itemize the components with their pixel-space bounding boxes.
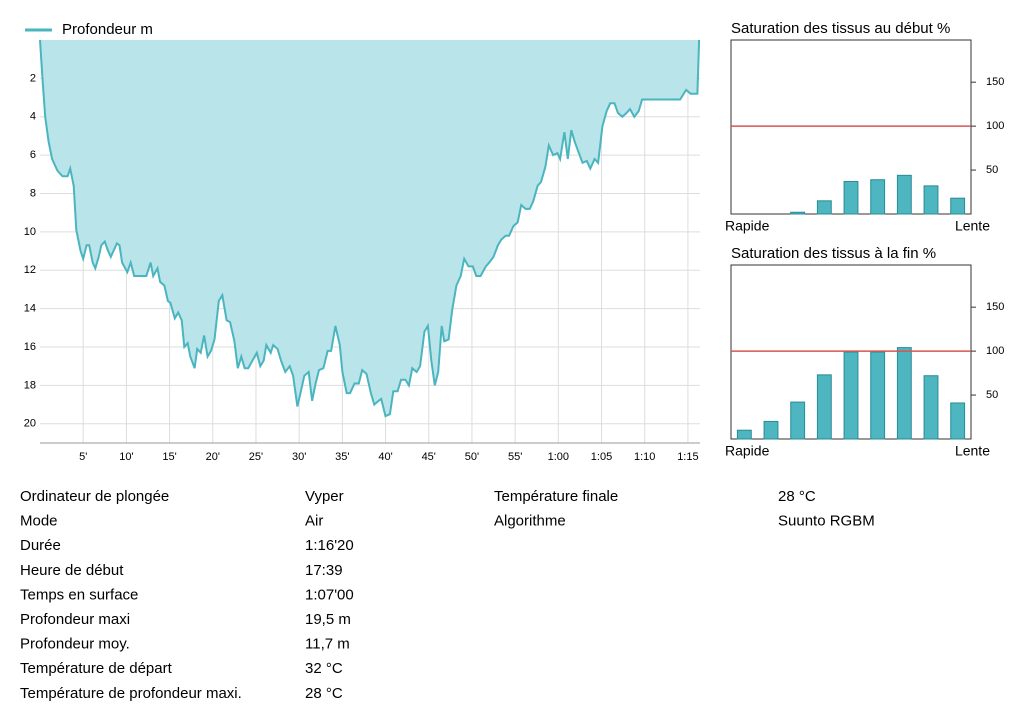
bar <box>763 420 779 440</box>
detail-label: Profondeur maxi <box>20 611 130 628</box>
detail-label: Heure de début <box>20 562 124 579</box>
y-tick-label: 10 <box>24 226 36 238</box>
detail-value: 1:07'00 <box>305 586 354 603</box>
detail-label: Algorithme <box>494 513 566 530</box>
bar <box>816 200 832 215</box>
bar <box>923 185 939 215</box>
y-tick-label: 150 <box>986 76 1004 88</box>
x-tick-label: 30' <box>292 451 306 463</box>
detail-label: Température finale <box>494 488 618 505</box>
x-start-label: Rapide <box>725 443 770 459</box>
bar <box>736 429 752 440</box>
y-tick-label: 16 <box>24 341 36 353</box>
detail-label: Mode <box>20 513 58 530</box>
detail-value: 28 °C <box>778 488 816 505</box>
detail-value: Vyper <box>305 488 344 505</box>
x-tick-label: 1:00 <box>548 451 569 463</box>
y-tick-label: 100 <box>986 345 1004 357</box>
y-tick-label: 20 <box>24 418 36 430</box>
bar <box>923 375 939 440</box>
detail-value: Air <box>305 513 323 530</box>
detail-value: Suunto RGBM <box>778 513 875 530</box>
x-end-label: Lente <box>955 218 990 234</box>
x-end-label: Lente <box>955 443 990 459</box>
x-start-label: Rapide <box>725 218 770 234</box>
y-tick-label: 50 <box>986 389 998 401</box>
detail-label: Profondeur moy. <box>20 636 130 653</box>
y-tick-label: 12 <box>24 264 36 276</box>
bar <box>870 351 886 440</box>
bar <box>816 374 832 440</box>
bar <box>896 347 912 440</box>
y-tick-label: 18 <box>24 379 36 391</box>
detail-label: Temps en surface <box>20 586 138 603</box>
x-tick-label: 35' <box>335 451 349 463</box>
x-tick-label: 15' <box>162 451 176 463</box>
chart-title: Saturation des tissus au début % <box>731 20 950 37</box>
y-tick-label: 4 <box>30 111 36 123</box>
x-tick-label: 1:05 <box>591 451 612 463</box>
bar <box>950 402 966 440</box>
bar <box>896 174 912 215</box>
bar <box>790 211 806 215</box>
x-tick-label: 50' <box>465 451 479 463</box>
detail-label: Température de départ <box>20 660 173 677</box>
bar <box>870 179 886 215</box>
detail-value: 19,5 m <box>305 611 351 628</box>
depth-area <box>40 40 700 417</box>
y-tick-label: 2 <box>30 72 36 84</box>
legend-label: Profondeur m <box>62 21 153 38</box>
bar <box>790 401 806 440</box>
detail-value: 32 °C <box>305 660 343 677</box>
y-tick-label: 100 <box>986 120 1004 132</box>
detail-value: 11,7 m <box>305 636 350 653</box>
x-tick-label: 45' <box>422 451 436 463</box>
detail-value: 28 °C <box>305 685 343 702</box>
x-tick-label: 1:15 <box>677 451 698 463</box>
bar <box>843 180 859 215</box>
x-tick-label: 10' <box>119 451 133 463</box>
detail-value: 1:16'20 <box>305 537 354 554</box>
x-tick-label: 25' <box>249 451 263 463</box>
y-tick-label: 8 <box>30 187 36 199</box>
chart-title: Saturation des tissus à la fin % <box>731 245 936 262</box>
detail-label: Température de profondeur maxi. <box>20 685 242 702</box>
x-tick-label: 40' <box>378 451 392 463</box>
y-tick-label: 14 <box>24 303 36 315</box>
x-tick-label: 1:10 <box>634 451 655 463</box>
x-tick-label: 55' <box>508 451 522 463</box>
y-tick-label: 6 <box>30 149 36 161</box>
detail-value: 17:39 <box>305 562 343 579</box>
detail-label: Ordinateur de plongée <box>20 488 169 505</box>
y-tick-label: 50 <box>986 164 998 176</box>
x-tick-label: 5' <box>79 451 87 463</box>
depth-line <box>39 39 701 418</box>
bar <box>950 197 966 215</box>
y-tick-label: 150 <box>986 301 1004 313</box>
detail-label: Durée <box>20 537 61 554</box>
bar <box>843 351 859 440</box>
x-tick-label: 20' <box>206 451 220 463</box>
